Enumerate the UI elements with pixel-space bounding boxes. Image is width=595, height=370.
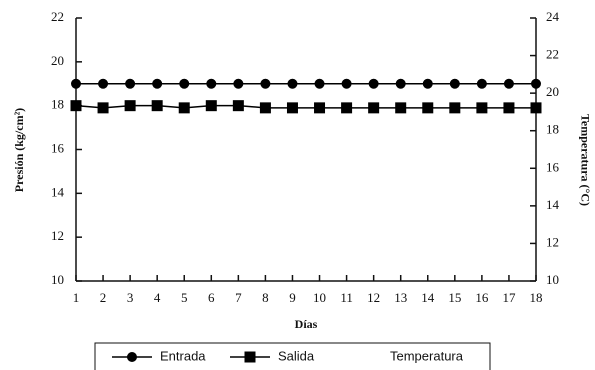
point — [178, 102, 190, 114]
x-tick-label: 17 — [502, 290, 516, 305]
x-tick-label: 10 — [313, 290, 326, 305]
point — [368, 102, 380, 114]
point — [503, 102, 515, 114]
x-axis-label: Días — [295, 317, 318, 331]
point — [449, 78, 460, 89]
y-tick-label: 16 — [51, 140, 65, 155]
point — [395, 102, 407, 114]
point — [368, 78, 379, 89]
y2-tick-label: 16 — [546, 159, 560, 174]
point — [422, 102, 434, 114]
x-tick-label: 7 — [235, 290, 242, 305]
x-tick-label: 12 — [367, 290, 380, 305]
point — [286, 102, 298, 114]
legend-label: Salida — [278, 348, 315, 363]
point — [503, 78, 514, 89]
x-tick-label: 18 — [530, 290, 543, 305]
point — [205, 100, 217, 112]
x-tick-label: 13 — [394, 290, 407, 305]
point — [97, 102, 109, 114]
y-axis-label: Presión (kg/cm²) — [12, 108, 26, 192]
point — [70, 100, 82, 112]
x-tick-label: 11 — [340, 290, 353, 305]
point — [314, 102, 326, 114]
y2-tick-label: 22 — [546, 47, 559, 62]
series-line — [75, 104, 536, 109]
x-tick-label: 1 — [73, 290, 80, 305]
point — [233, 78, 244, 89]
point — [314, 78, 325, 89]
point — [232, 100, 244, 112]
y2-tick-label: 24 — [546, 9, 560, 24]
point — [206, 78, 217, 89]
x-tick-label: 8 — [262, 290, 269, 305]
x-tick-label: 16 — [475, 290, 489, 305]
y2-tick-label: 12 — [546, 234, 559, 249]
point — [179, 78, 190, 89]
point — [124, 100, 136, 112]
point — [341, 78, 352, 89]
point — [151, 100, 163, 112]
x-tick-label: 6 — [208, 290, 215, 305]
point — [98, 78, 109, 89]
point — [422, 78, 433, 89]
point — [125, 78, 136, 89]
y2-tick-label: 14 — [546, 197, 560, 212]
y2-tick-label: 18 — [546, 122, 559, 137]
y2-tick-label: 20 — [546, 84, 559, 99]
y-tick-label: 10 — [51, 272, 64, 287]
x-tick-label: 3 — [127, 290, 134, 305]
legend-box — [94, 342, 491, 370]
legend-label: Temperatura — [390, 348, 464, 363]
y-tick-label: 22 — [51, 9, 64, 24]
x-tick-label: 2 — [100, 290, 107, 305]
x-tick-label: 9 — [289, 290, 296, 305]
x-tick-label: 4 — [154, 290, 161, 305]
y-tick-label: 20 — [51, 53, 64, 68]
x-tick-label: 15 — [448, 290, 461, 305]
point — [287, 78, 298, 89]
point — [71, 78, 81, 89]
point — [476, 78, 487, 89]
y-tick-label: 18 — [51, 97, 64, 112]
point — [260, 78, 271, 89]
point — [152, 78, 163, 89]
point — [476, 102, 488, 114]
point — [531, 78, 541, 89]
point — [449, 102, 461, 114]
legend-marker — [244, 351, 256, 363]
point — [341, 102, 353, 114]
y2-axis-label: Temperatura (°C) — [578, 114, 592, 206]
y-tick-label: 14 — [51, 184, 65, 199]
legend-label: Entrada — [160, 348, 206, 363]
point — [395, 78, 406, 89]
legend-marker — [127, 352, 137, 362]
point — [259, 102, 271, 114]
x-tick-label: 14 — [421, 290, 435, 305]
x-tick-label: 5 — [181, 290, 188, 305]
y2-tick-label: 10 — [546, 272, 559, 287]
point — [530, 102, 542, 114]
y-tick-label: 12 — [51, 228, 64, 243]
